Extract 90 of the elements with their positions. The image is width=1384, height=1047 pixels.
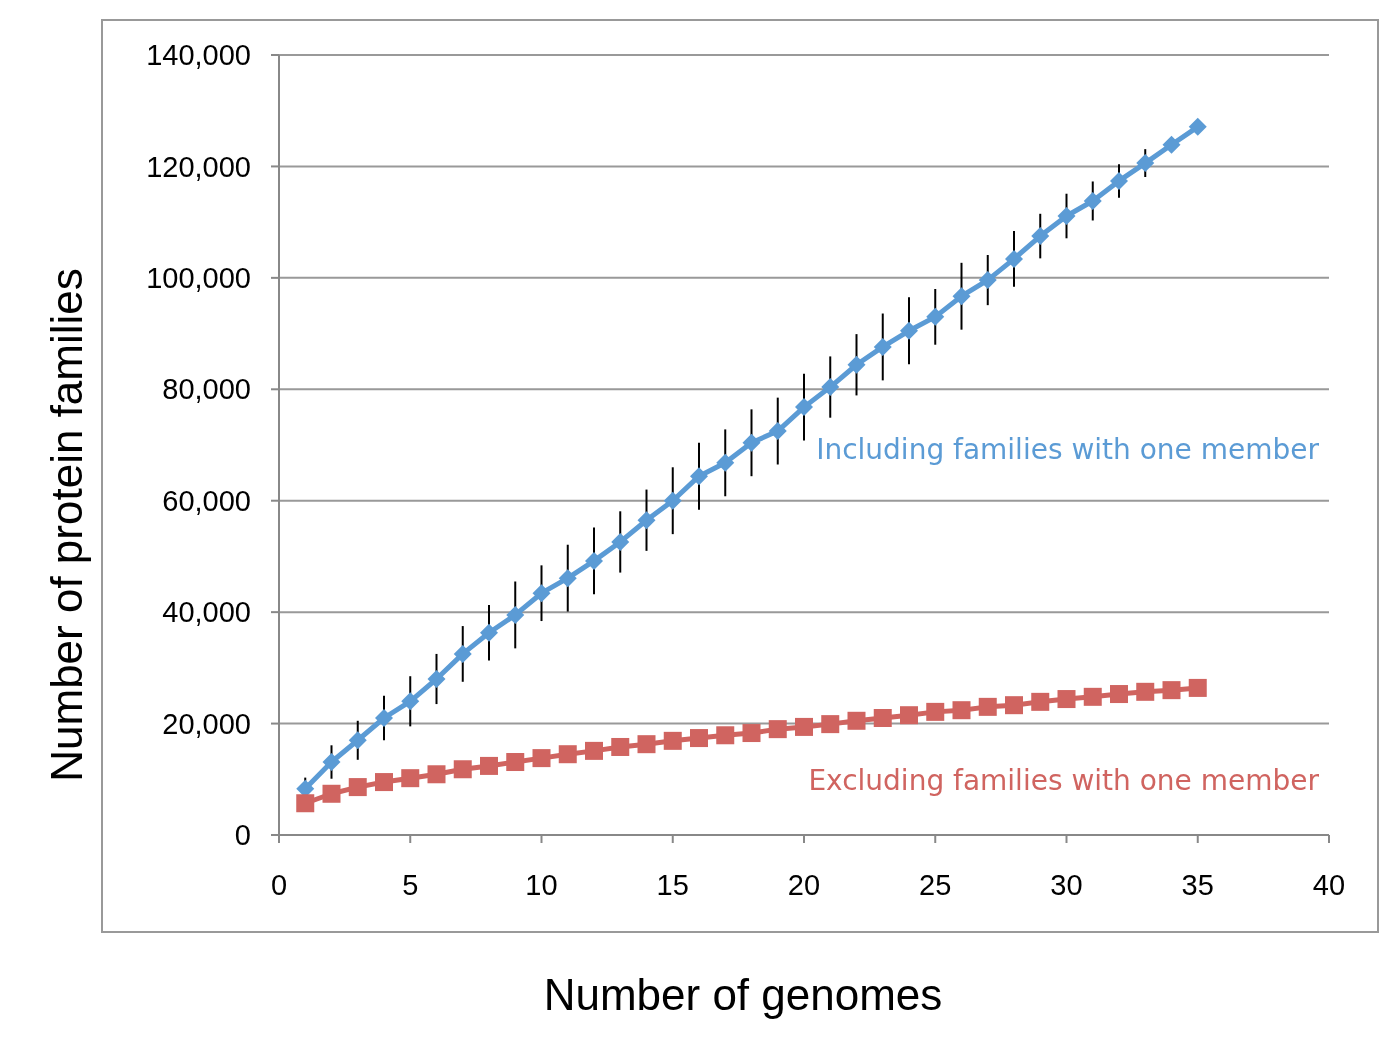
point bbox=[1005, 249, 1023, 268]
point bbox=[873, 709, 892, 727]
point bbox=[375, 709, 393, 727]
point bbox=[322, 753, 341, 772]
point bbox=[952, 287, 971, 306]
point bbox=[663, 731, 682, 750]
point bbox=[1031, 692, 1050, 711]
y-tick-label: 140,000 bbox=[146, 39, 251, 72]
y-tick-label: 0 bbox=[234, 819, 251, 852]
point bbox=[1057, 690, 1076, 709]
point bbox=[1136, 682, 1155, 701]
point bbox=[1031, 227, 1050, 246]
point bbox=[768, 422, 787, 441]
point bbox=[375, 773, 393, 792]
point bbox=[1083, 191, 1102, 210]
point bbox=[296, 794, 315, 813]
point bbox=[427, 765, 446, 784]
point bbox=[690, 729, 708, 748]
point bbox=[1110, 171, 1128, 190]
point bbox=[663, 491, 682, 510]
point bbox=[480, 623, 498, 642]
y-tick-label: 80,000 bbox=[162, 373, 251, 406]
point bbox=[532, 584, 551, 603]
point bbox=[453, 760, 472, 779]
point bbox=[742, 433, 761, 452]
point bbox=[873, 337, 892, 356]
point bbox=[427, 670, 446, 688]
x-tick-label: 0 bbox=[270, 869, 288, 901]
point bbox=[742, 724, 761, 743]
point bbox=[690, 467, 708, 486]
y-axis-title: Number of protein families bbox=[42, 268, 91, 782]
x-tick-label: 5 bbox=[402, 869, 419, 901]
point bbox=[900, 706, 918, 725]
point bbox=[926, 702, 945, 721]
point bbox=[768, 720, 787, 739]
point bbox=[1188, 678, 1207, 697]
point bbox=[1005, 696, 1023, 715]
point bbox=[795, 398, 813, 417]
point bbox=[716, 726, 735, 745]
series-label: Including families with one member bbox=[816, 433, 1320, 467]
point bbox=[637, 735, 656, 754]
point bbox=[1188, 117, 1207, 136]
x-tick-label: 30 bbox=[1050, 869, 1083, 901]
x-axis-title: Number of genomes bbox=[543, 970, 943, 1019]
x-tick-label: 35 bbox=[1181, 869, 1214, 901]
point bbox=[322, 784, 341, 803]
point bbox=[611, 532, 630, 551]
point bbox=[401, 769, 420, 788]
point bbox=[453, 644, 472, 663]
point bbox=[847, 355, 866, 374]
x-tick-label: 10 bbox=[525, 869, 558, 901]
point bbox=[585, 551, 603, 570]
y-tick-label: 40,000 bbox=[162, 596, 251, 629]
point bbox=[1110, 685, 1128, 704]
point bbox=[348, 731, 367, 750]
point bbox=[952, 701, 971, 720]
point bbox=[978, 271, 997, 290]
point bbox=[926, 307, 945, 326]
point bbox=[506, 753, 525, 772]
point bbox=[506, 605, 525, 624]
point bbox=[1083, 687, 1102, 706]
point bbox=[900, 321, 918, 340]
point bbox=[611, 737, 630, 756]
point bbox=[637, 511, 656, 530]
point bbox=[1057, 207, 1076, 226]
point bbox=[847, 711, 866, 730]
x-tick-label: 20 bbox=[787, 869, 821, 901]
point bbox=[795, 717, 813, 736]
point bbox=[401, 692, 420, 711]
point bbox=[821, 715, 840, 734]
point bbox=[1162, 681, 1181, 700]
x-tick-label: 40 bbox=[1312, 869, 1346, 901]
point bbox=[480, 756, 498, 775]
y-tick-label: 100,000 bbox=[146, 262, 251, 295]
point bbox=[1162, 135, 1181, 154]
y-tick-label: 120,000 bbox=[146, 150, 251, 183]
point bbox=[978, 697, 997, 716]
point bbox=[585, 741, 603, 760]
x-tick-label: 25 bbox=[919, 869, 952, 901]
point bbox=[348, 778, 367, 797]
x-tick-label: 15 bbox=[656, 869, 689, 901]
series-label: Excluding families with one member bbox=[808, 764, 1320, 798]
point bbox=[558, 745, 577, 764]
point bbox=[1136, 154, 1155, 173]
point bbox=[532, 749, 551, 768]
y-tick-label: 60,000 bbox=[162, 484, 251, 517]
point bbox=[716, 453, 735, 472]
point bbox=[821, 378, 840, 397]
point bbox=[558, 569, 577, 588]
y-tick-label: 20,000 bbox=[162, 707, 251, 740]
